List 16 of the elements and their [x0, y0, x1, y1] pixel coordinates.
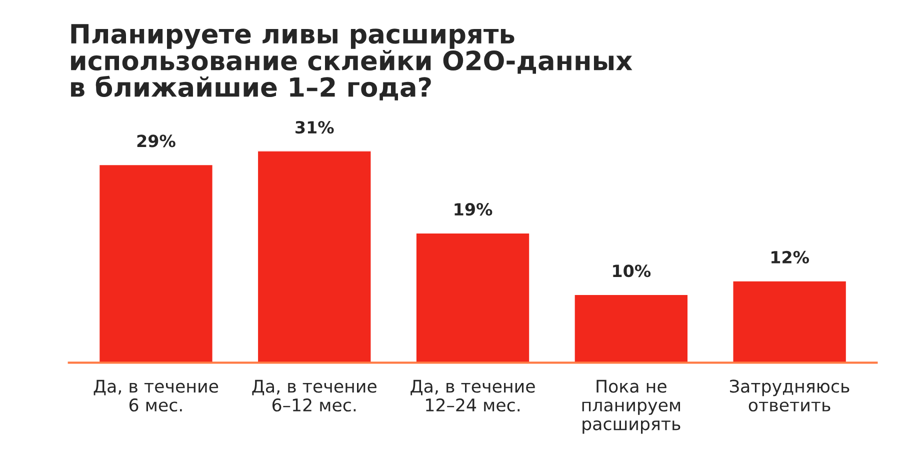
chart-title: Планируете ливы расширять использование склейки О2О-данных в ближайшие 1–2 года? [71, 24, 632, 100]
data-label: 31% [296, 120, 334, 134]
bar [256, 150, 372, 363]
x-tick-label: Да, в течение 12–24 мес. [410, 380, 535, 412]
bar [98, 164, 214, 363]
bar [573, 294, 689, 363]
data-label: 29% [137, 134, 176, 148]
data-label: 19% [454, 203, 492, 216]
x-tick-label: Затрудняюсь ответить [730, 380, 850, 412]
data-label: 12% [772, 250, 809, 264]
x-tick-label: Да, в течение 6–12 мес. [252, 380, 376, 412]
data-label: 10% [613, 264, 651, 278]
bar [415, 232, 530, 363]
bar [732, 280, 848, 363]
x-tick-label: Пока не планируем расширять [582, 380, 680, 434]
x-tick-label: Да, в течение 6 мес. [94, 380, 218, 412]
